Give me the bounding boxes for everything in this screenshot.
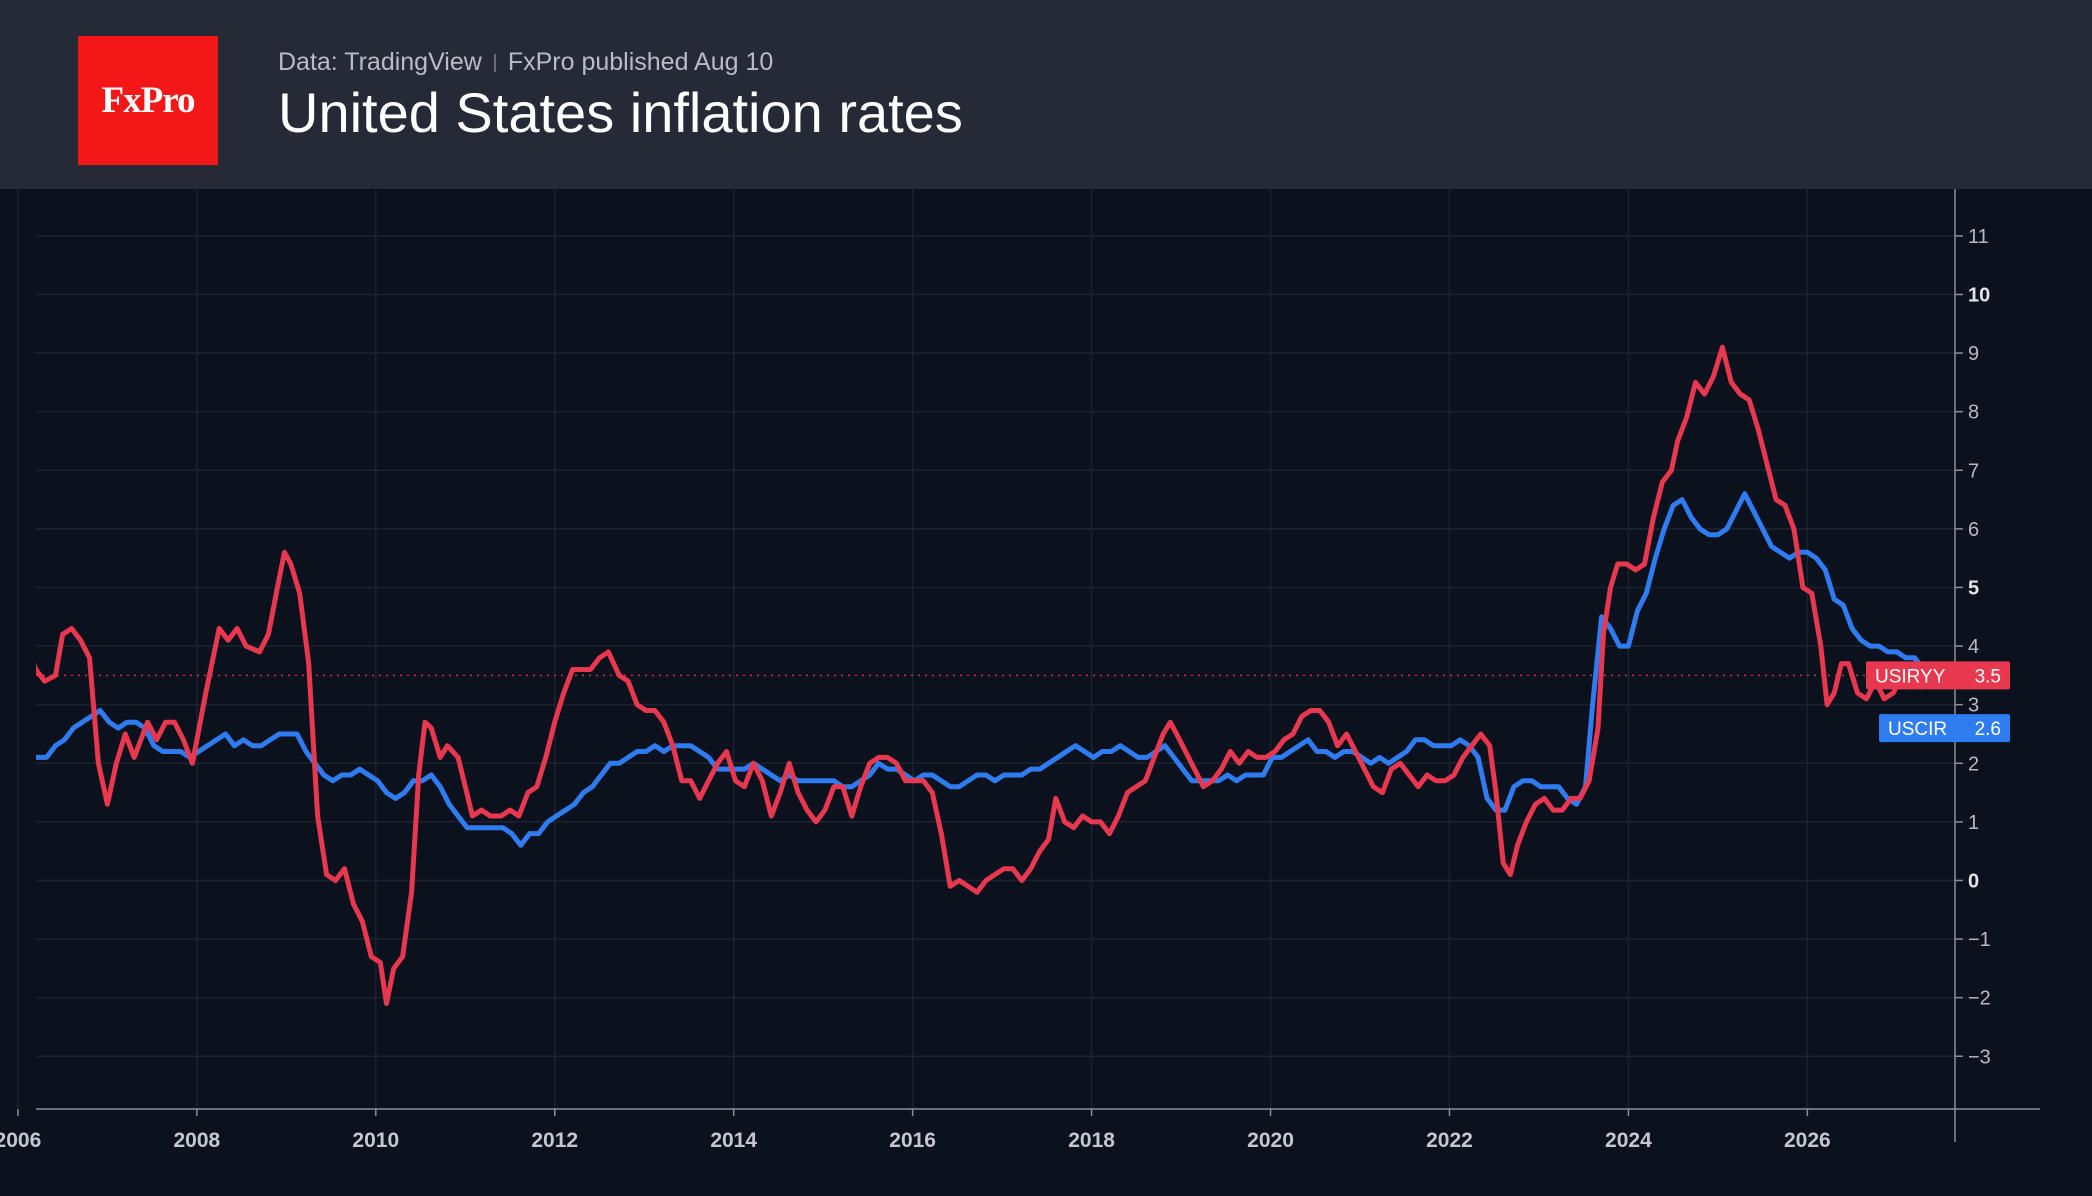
y-tick-label: −2 (1968, 988, 1991, 1010)
x-tick-label: 2026 (1784, 1129, 1831, 1152)
chart-title: United States inflation rates (278, 81, 963, 144)
fxpro-logo: FxPro (78, 36, 218, 165)
x-tick-label: 2012 (531, 1129, 578, 1152)
axes (17, 189, 2040, 1142)
y-tick-label: −1 (1968, 929, 1991, 951)
x-axis-tick-labels: 2006 2008 2010 2012 2014 2016 2018 2020 2022 2024… (0, 1129, 1831, 1152)
y-tick-label: 2 (1968, 753, 1979, 775)
x-tick-label: 2006 (0, 1129, 41, 1152)
y-tick-label: 0 (1968, 870, 1979, 892)
grid-lines (17, 189, 1955, 1109)
x-tick-label: 2010 (352, 1129, 399, 1152)
x-tick-label: 2024 (1605, 1129, 1652, 1152)
y-tick-label: 4 (1968, 636, 1979, 658)
y-tick-label: 8 (1968, 402, 1979, 424)
last-value-badge-usiryy (1866, 661, 2010, 690)
y-tick-label: 6 (1968, 519, 1979, 541)
series-value-label: 2.6 (1975, 719, 2001, 740)
series-name-label: USCIR (1888, 719, 1947, 740)
logo-text: FxPro (101, 80, 196, 121)
header-bar: FxPro Data: TradingView FxPro published A… (0, 0, 2092, 189)
y-tick-label: 7 (1968, 460, 1979, 482)
x-tick-label: 2014 (710, 1129, 757, 1152)
x-tick-label: 2016 (889, 1129, 936, 1152)
y-tick-label: 1 (1968, 812, 1979, 834)
series-line-uscir (36, 491, 1927, 848)
series-value-label: 3.5 (1975, 666, 2001, 687)
y-tick-label: 11 (1968, 226, 1989, 248)
data-source: Data: TradingView (278, 48, 482, 76)
publisher-info: FxPro published Aug 10 (507, 48, 774, 76)
y-tick-label: 5 (1968, 577, 1979, 599)
source-line: Data: TradingView FxPro published Aug 10 (278, 48, 773, 77)
y-tick-label: 3 (1968, 695, 1979, 717)
x-tick-label: 2008 (173, 1129, 220, 1152)
last-value-labels: USIRYY 3.5 USCIR 2.6 (1866, 661, 2010, 743)
x-tick-label: 2022 (1426, 1129, 1473, 1152)
y-tick-label: −3 (1968, 1046, 1991, 1068)
y-tick-label: 9 (1968, 343, 1979, 365)
series-name-label: USIRYY (1875, 666, 1946, 687)
separator (493, 54, 496, 73)
x-tick-label: 2020 (1247, 1129, 1294, 1152)
series-line-usiryy (36, 344, 1923, 1006)
x-tick-label: 2018 (1068, 1129, 1115, 1152)
chart-canvas: 2006 2008 2010 2012 2014 2016 2018 2020 2022 2024… (0, 189, 2040, 1152)
last-value-badge-uscir (1879, 714, 2010, 743)
series-lines (36, 344, 1927, 1006)
y-tick-label: 10 (1968, 284, 1990, 306)
